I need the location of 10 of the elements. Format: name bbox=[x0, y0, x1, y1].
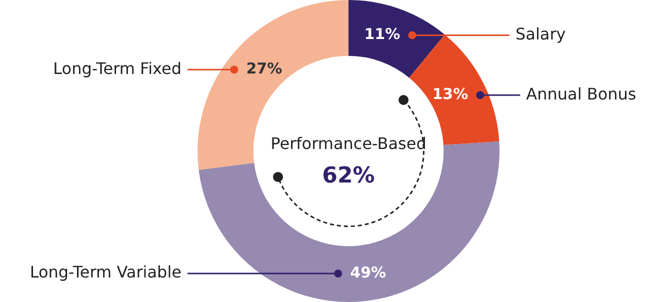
data-label: 11% bbox=[364, 25, 400, 44]
data-label: 13% bbox=[432, 85, 468, 104]
data-label: 49% bbox=[350, 263, 386, 282]
slice-label: Annual Bonus bbox=[526, 84, 636, 104]
text: Performance-Based bbox=[270, 134, 426, 154]
slice-label: Long-Term Variable bbox=[30, 262, 182, 282]
slice-label: Long-Term Fixed bbox=[53, 58, 182, 78]
text: 62% bbox=[322, 164, 375, 189]
slice-label: Salary bbox=[516, 24, 566, 44]
data-label: 27% bbox=[246, 60, 282, 78]
